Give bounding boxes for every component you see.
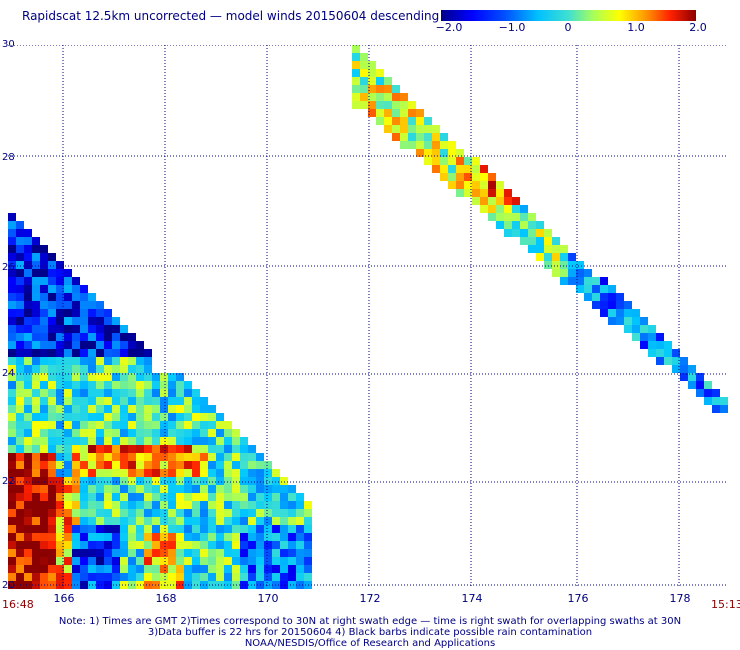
- footnote: Note: 1) Times are GMT 2)Times correspon…: [0, 616, 740, 649]
- lon-label-170: 170: [257, 592, 279, 605]
- footnote-line: Note: 1) Times are GMT 2)Times correspon…: [58, 616, 682, 627]
- lon-label-172: 172: [359, 592, 381, 605]
- colorbar: [441, 10, 696, 21]
- wind-difference-map: [8, 45, 728, 589]
- lat-label-20: 20: [2, 580, 15, 591]
- lon-label-166: 166: [53, 592, 75, 605]
- colorbar-tick-label: −2.0: [435, 21, 463, 34]
- end-time-label: 15:13: [711, 598, 740, 611]
- lat-label-24: 24: [2, 368, 15, 379]
- colorbar-tick-label: 1.0: [627, 21, 645, 34]
- footnote-line: NOAA/NESDIS/Office of Research and Appli…: [244, 638, 496, 649]
- lon-label-176: 176: [567, 592, 589, 605]
- lon-label-174: 174: [461, 592, 483, 605]
- lat-label-22: 22: [2, 476, 15, 487]
- start-time-label: 16:48: [2, 598, 34, 611]
- lat-label-30: 30: [2, 39, 15, 50]
- data-cells: [8, 45, 728, 589]
- plot-title: Rapidscat 12.5km uncorrected — model win…: [22, 9, 440, 23]
- lon-label-168: 168: [155, 592, 177, 605]
- lon-label-178: 178: [669, 592, 691, 605]
- grid-lines: [8, 45, 728, 587]
- lat-label-28: 28: [2, 152, 15, 163]
- footnote-line: 3)Data buffer is 22 hrs for 20150604 4) …: [147, 627, 593, 638]
- colorbar-tick-label: 0: [564, 21, 572, 34]
- lat-label-26: 26: [2, 262, 15, 273]
- colorbar-tick-label: 2.0: [689, 21, 707, 34]
- colorbar-tick-label: −1.0: [498, 21, 526, 34]
